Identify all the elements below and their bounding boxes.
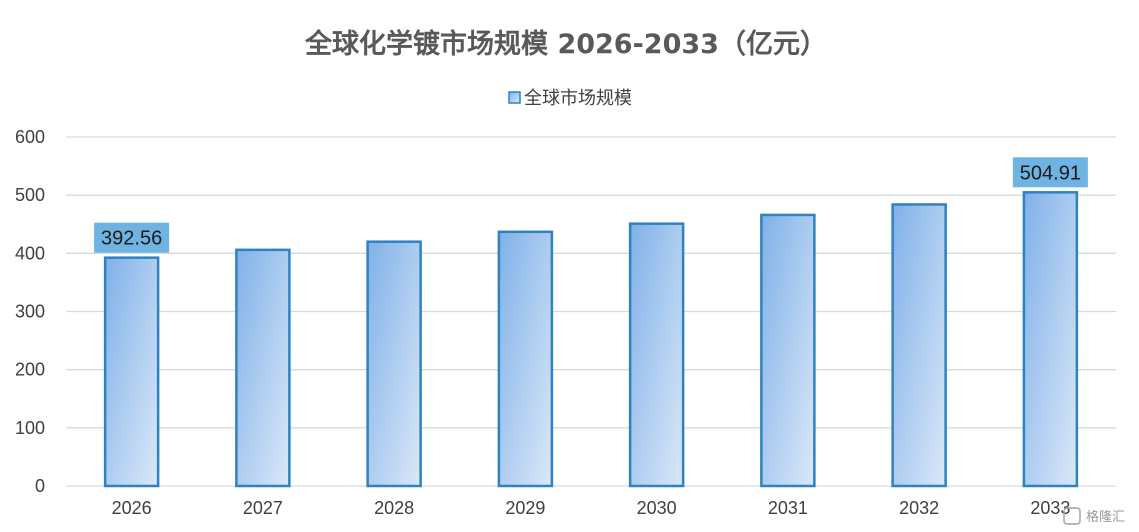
bar-2032 <box>891 203 947 488</box>
x-tick-label: 2026 <box>112 498 152 518</box>
y-tick-label: 300 <box>15 302 45 322</box>
legend-swatch <box>508 91 521 104</box>
y-tick-label: 100 <box>15 418 45 438</box>
x-tick-label: 2031 <box>768 498 808 518</box>
bar-2031 <box>760 213 816 488</box>
x-axis: 2026 2027 2028 2029 2030 2031 2032 2033 <box>112 498 1071 518</box>
x-tick-label: 2028 <box>374 498 414 518</box>
y-axis: 0 100 200 300 400 500 600 <box>15 127 45 496</box>
y-tick-label: 0 <box>35 476 45 496</box>
x-tick-label: 2032 <box>899 498 939 518</box>
y-tick-label: 200 <box>15 360 45 380</box>
gridlines <box>66 136 1116 487</box>
bar-2028 <box>366 240 422 488</box>
x-tick-label: 2030 <box>637 498 677 518</box>
y-tick-label: 400 <box>15 243 45 263</box>
data-label: 504.91 <box>1020 162 1081 184</box>
data-label: 392.56 <box>101 228 162 250</box>
bar-2026 <box>103 256 160 488</box>
data-labels: 392.56 504.91 <box>94 157 1088 253</box>
chart-title: 全球化学镀市场规模 2026-2033（亿元） <box>304 28 827 60</box>
y-tick-label: 500 <box>15 185 45 205</box>
data-label-box <box>94 222 170 253</box>
bar-2027 <box>235 248 291 488</box>
bars <box>103 191 1079 488</box>
bar-2029 <box>497 230 554 488</box>
x-tick-label: 2027 <box>243 498 283 518</box>
bar-2033 <box>1022 191 1079 488</box>
watermark: 格隆汇 <box>1063 507 1125 525</box>
data-label-box <box>1012 157 1088 188</box>
x-tick-label: 2033 <box>1030 498 1070 518</box>
watermark-text: 格隆汇 <box>1086 509 1125 525</box>
legend-label: 全球市场规模 <box>524 88 632 109</box>
bar-2030 <box>628 222 685 488</box>
y-tick-label: 600 <box>15 127 45 147</box>
legend: 全球市场规模 <box>508 88 632 109</box>
x-tick-label: 2029 <box>505 498 545 518</box>
watermark-icon <box>1063 507 1081 525</box>
